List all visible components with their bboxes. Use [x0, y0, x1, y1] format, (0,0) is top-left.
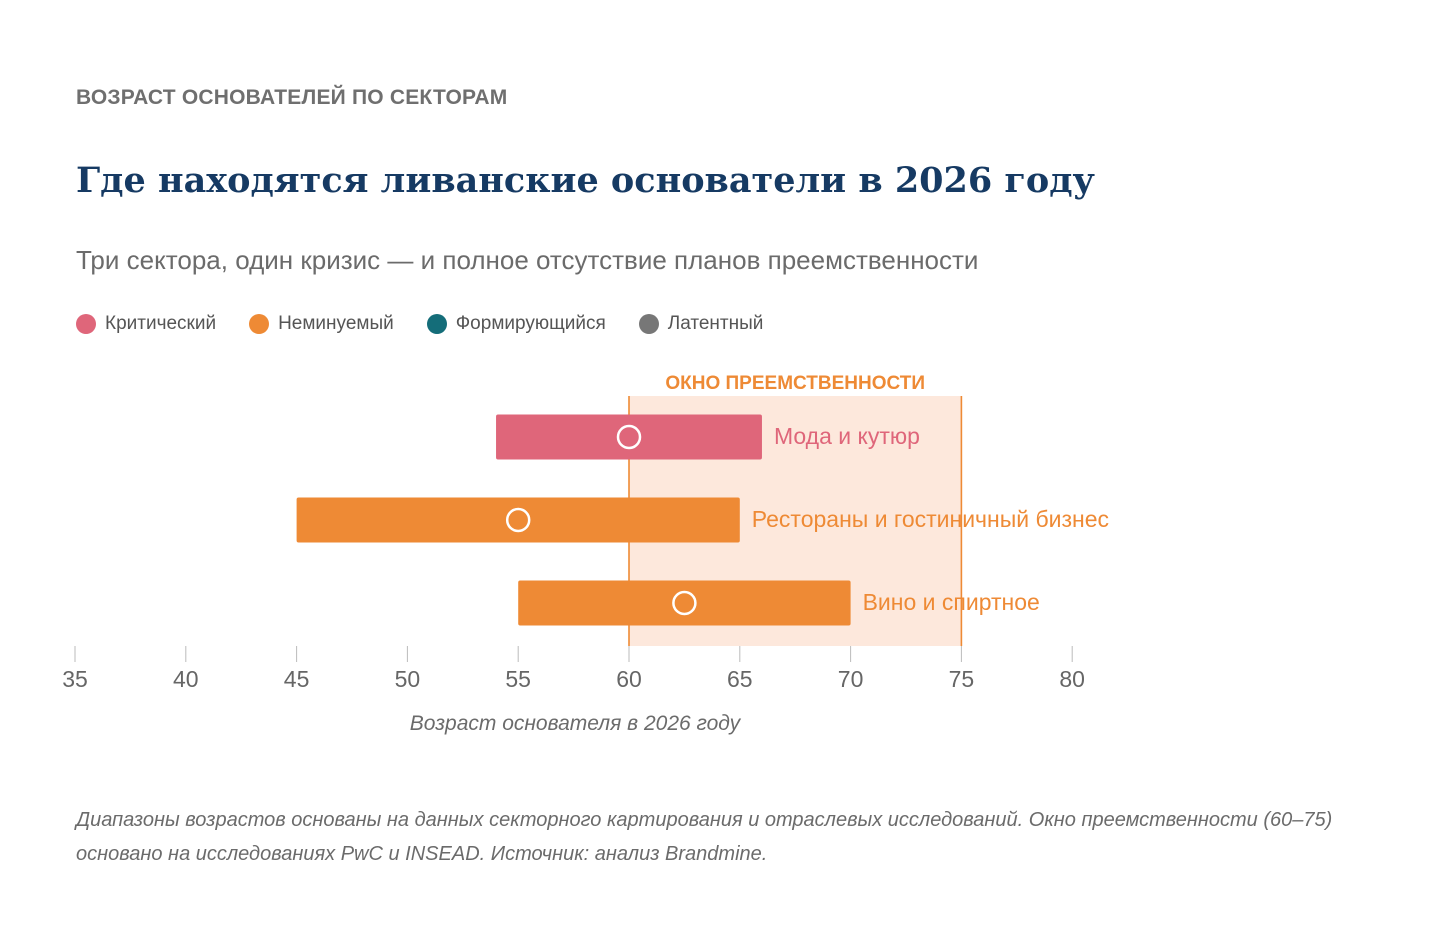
legend-label: Критический [105, 313, 217, 334]
bar-label: Мода и кутюр [774, 423, 920, 449]
x-tick-label: 40 [173, 666, 199, 692]
x-tick-label: 60 [616, 666, 642, 692]
legend-label: Латентный [667, 313, 764, 334]
legend-item: Критический [76, 313, 216, 335]
bar-label: Рестораны и гостиничный бизнес [752, 506, 1109, 532]
x-tick-label: 35 [62, 666, 88, 692]
legend-item: Формирующийся [426, 313, 606, 335]
legend-swatch [76, 314, 96, 334]
legend-label: Формирующийся [455, 313, 606, 334]
footnote: Диапазоны возрастов основаны на данных с… [76, 809, 1333, 865]
x-tick-label: 70 [838, 666, 864, 692]
x-tick-label: 65 [727, 666, 753, 692]
legend-item: Неминуемый [249, 313, 394, 335]
legend: Критический Неминуемый Формирующийся Латент… [76, 313, 796, 335]
range-bar [518, 580, 851, 626]
x-tick-label: 80 [1059, 666, 1085, 692]
chart-subtitle: Три сектора, один кризис — и полное отсу… [76, 245, 979, 275]
legend-swatch [426, 314, 447, 334]
x-axis-title: Возраст основателя в 2026 году [410, 712, 742, 735]
x-tick-label: 75 [949, 666, 975, 692]
chart-kicker: ВОЗРАСТ ОСНОВАТЕЛЕЙ ПО СЕКТОРАМ [76, 86, 508, 109]
legend-item: Латентный [638, 313, 764, 335]
range-chart: ОКНО ПРЕЕМСТВЕННОСТИ Мода и кутюр Ресторан… [62, 373, 1109, 735]
bar-label: Вино и спиртное [863, 589, 1040, 615]
x-tick-label: 50 [395, 666, 421, 692]
legend-label: Неминуемый [278, 313, 394, 334]
legend-swatch [249, 314, 270, 334]
median-marker [672, 590, 697, 616]
succession-window-label: ОКНО ПРЕЕМСТВЕННОСТИ [665, 373, 925, 394]
x-tick-label: 45 [284, 666, 310, 692]
median-marker [505, 507, 531, 533]
x-tick-label: 55 [505, 666, 531, 692]
range-bar [496, 414, 762, 460]
median-marker [616, 424, 642, 450]
range-bar [296, 497, 740, 543]
legend-swatch [638, 314, 659, 334]
chart-title: Где находятся ливанские основатели в 202… [76, 160, 1095, 201]
